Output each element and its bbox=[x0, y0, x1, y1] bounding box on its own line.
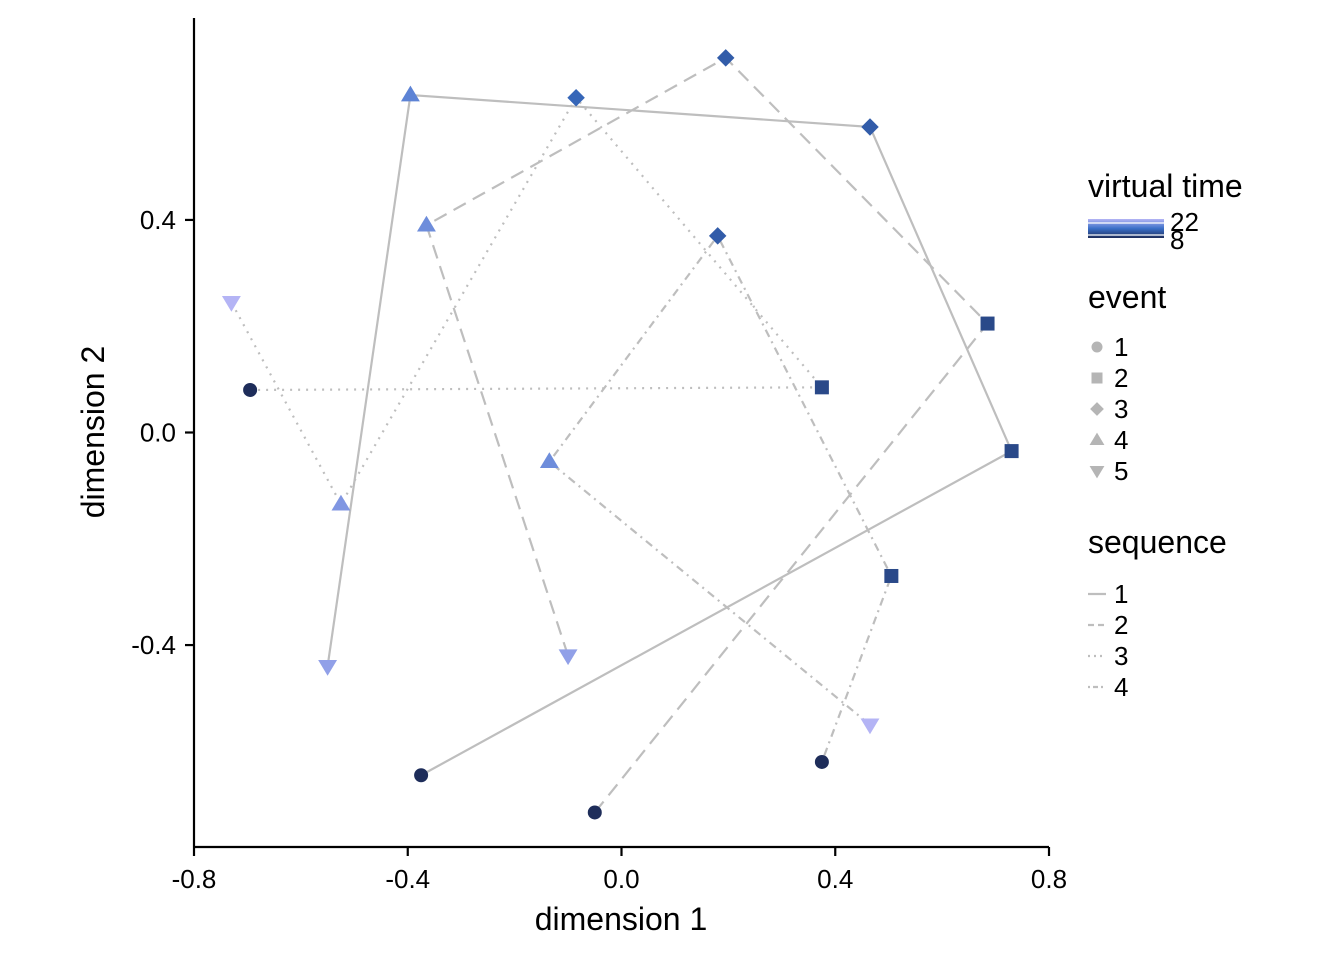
legend-shape-label: 5 bbox=[1114, 456, 1128, 486]
legend-shape-2 bbox=[1091, 372, 1103, 384]
point-seq1-event2 bbox=[1004, 444, 1019, 459]
sequence-line-1 bbox=[326, 93, 1014, 777]
sequence-line-4 bbox=[547, 233, 893, 763]
point-seq4-event5 bbox=[860, 718, 880, 735]
legend-shape-label: 1 bbox=[1114, 332, 1128, 362]
legend-shape-1 bbox=[1091, 341, 1103, 353]
point-seq2-event3 bbox=[716, 49, 735, 67]
point-seq1-event5 bbox=[318, 660, 338, 676]
x-tick-label: -0.8 bbox=[172, 864, 217, 894]
legend-shape-5 bbox=[1089, 466, 1105, 479]
legend-shape-label: 3 bbox=[1114, 394, 1128, 424]
point-seq1-event3 bbox=[861, 118, 879, 136]
sequence-line-2 bbox=[425, 56, 990, 814]
point-seq3-event2 bbox=[814, 380, 829, 395]
legend-color-bar bbox=[1088, 219, 1164, 238]
x-tick-label: 0.0 bbox=[603, 864, 639, 894]
event-points bbox=[221, 49, 1019, 820]
legend-line-label: 3 bbox=[1114, 641, 1128, 671]
point-seq4-event1 bbox=[814, 754, 829, 769]
point-seq2-event2 bbox=[980, 316, 995, 331]
point-seq1-event1 bbox=[414, 768, 429, 783]
point-seq3-event5 bbox=[221, 296, 241, 312]
point-seq2-event5 bbox=[558, 649, 578, 666]
x-axis-ticks: -0.8 -0.4 0.0 0.4 0.8 bbox=[172, 847, 1067, 894]
legend-shape-label: 4 bbox=[1114, 425, 1128, 455]
legend-color-label-high: 22 bbox=[1170, 207, 1199, 237]
legend-linetype-title: sequence bbox=[1088, 524, 1227, 560]
legend-shape-4 bbox=[1089, 432, 1105, 445]
legend-shape-label: 2 bbox=[1114, 363, 1128, 393]
point-seq4-event2 bbox=[884, 568, 899, 583]
point-seq4-event3 bbox=[708, 227, 727, 245]
point-seq4-event4 bbox=[539, 452, 559, 469]
y-axis-label: dimension 2 bbox=[75, 346, 111, 519]
point-seq3-event4 bbox=[331, 494, 351, 511]
y-tick-label: 0.4 bbox=[140, 205, 176, 235]
y-tick-label: 0.0 bbox=[140, 418, 176, 448]
legend-color-title: virtual time bbox=[1088, 168, 1243, 204]
x-tick-label: -0.4 bbox=[385, 864, 430, 894]
point-seq3-event3 bbox=[567, 88, 585, 107]
x-tick-label: 0.8 bbox=[1031, 864, 1067, 894]
legend-shape-title: event bbox=[1088, 279, 1166, 315]
y-axis-ticks: -0.4 0.0 0.4 bbox=[131, 205, 194, 660]
legend-line-label: 4 bbox=[1114, 672, 1128, 702]
sequence-lines bbox=[230, 56, 1014, 814]
point-seq1-event4 bbox=[400, 85, 420, 102]
legend-line-label: 1 bbox=[1114, 579, 1128, 609]
point-seq2-event1 bbox=[587, 805, 602, 820]
sequence-line-3 bbox=[230, 95, 825, 507]
x-axis-label: dimension 1 bbox=[535, 901, 708, 937]
point-seq3-event1 bbox=[243, 382, 258, 397]
legend-color-label-low: 8 bbox=[1170, 225, 1184, 255]
x-tick-label: 0.4 bbox=[817, 864, 853, 894]
legend-line-label: 2 bbox=[1114, 610, 1128, 640]
legend-shape-3 bbox=[1090, 402, 1104, 416]
y-tick-label: -0.4 bbox=[131, 630, 176, 660]
point-seq2-event4 bbox=[417, 215, 436, 232]
